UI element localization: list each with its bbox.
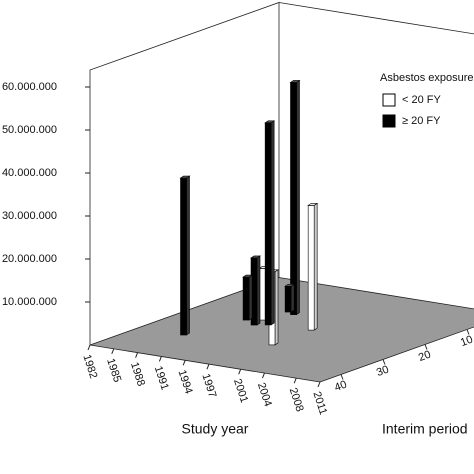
bar (242, 274, 254, 321)
y-tick-label: 40.000.000 (2, 167, 57, 179)
x-tick (206, 363, 210, 370)
z-tick (340, 374, 344, 380)
bar-face (274, 269, 279, 346)
wall-frame (89, 1, 280, 345)
z-tick (424, 344, 428, 350)
x-tick (238, 369, 242, 375)
x-tick-label: 1985 (104, 357, 123, 384)
x-tick-label: 2011 (310, 390, 329, 416)
x-tick (182, 360, 186, 366)
x-tick (158, 356, 162, 362)
x-tick-label: 1988 (128, 361, 147, 388)
bar-face (307, 205, 315, 331)
y-tick-label: 50.000.000 (2, 124, 57, 136)
bar-face (186, 175, 190, 336)
bar-face (284, 285, 292, 313)
floor (89, 277, 474, 383)
legend-swatch (382, 93, 396, 107)
bar (284, 283, 296, 313)
bar-face (264, 122, 272, 326)
z-tick-label: 30 (375, 364, 391, 379)
z-tick (466, 329, 470, 335)
y-tick-label: 10.000.000 (2, 296, 57, 308)
bar-face (256, 255, 261, 326)
bar-face (242, 274, 254, 278)
bar-face (290, 82, 297, 315)
y-tick-label: 20.000.000 (2, 253, 57, 265)
y-tick-label: 30.000.000 (2, 210, 57, 222)
x-axis-label: Study year (182, 421, 249, 437)
bar-face (179, 175, 191, 179)
x-tick (293, 377, 297, 384)
x-tick (111, 348, 115, 355)
bar-face (250, 255, 262, 259)
y-tick-label: 60.000.000 (2, 81, 57, 93)
x-tick-label: 2008 (287, 386, 306, 413)
x-tick (317, 381, 321, 388)
bar-face (284, 283, 296, 287)
bar-face (313, 202, 318, 331)
bar-face (180, 177, 187, 336)
x-tick-label: 2004 (255, 381, 274, 408)
legend-label: ≥ 20 FY (402, 115, 441, 127)
bar-face (289, 80, 301, 83)
bar-face (270, 120, 275, 326)
bar (179, 175, 191, 336)
bar-face (242, 276, 250, 321)
z-axis-label: Interim period (382, 421, 468, 437)
x-tick-label: 2001 (231, 377, 250, 404)
bar (289, 79, 301, 316)
bar-face (264, 120, 276, 124)
z-tick-label: 10 (459, 334, 474, 349)
legend-title: Asbestos exposure (380, 72, 474, 84)
bar-face (290, 283, 295, 313)
bar-face (248, 274, 253, 321)
z-tick-label: 40 (333, 379, 349, 394)
bar-face (296, 79, 300, 316)
legend-swatch (382, 114, 396, 128)
x-tick (262, 372, 265, 379)
z-tick (382, 359, 386, 365)
wall-frame (278, 2, 474, 35)
x-tick-label: 1994 (176, 368, 195, 395)
bar (307, 202, 319, 331)
x-tick (87, 344, 91, 351)
bar (264, 120, 276, 326)
x-tick-label: 1997 (199, 372, 218, 399)
x-tick-label: 1982 (80, 353, 99, 380)
x-tick (135, 352, 139, 358)
legend-label: < 20 FY (402, 94, 441, 106)
x-tick-label: 1991 (152, 365, 171, 392)
bar-face (307, 203, 319, 206)
z-tick-label: 20 (417, 349, 433, 364)
